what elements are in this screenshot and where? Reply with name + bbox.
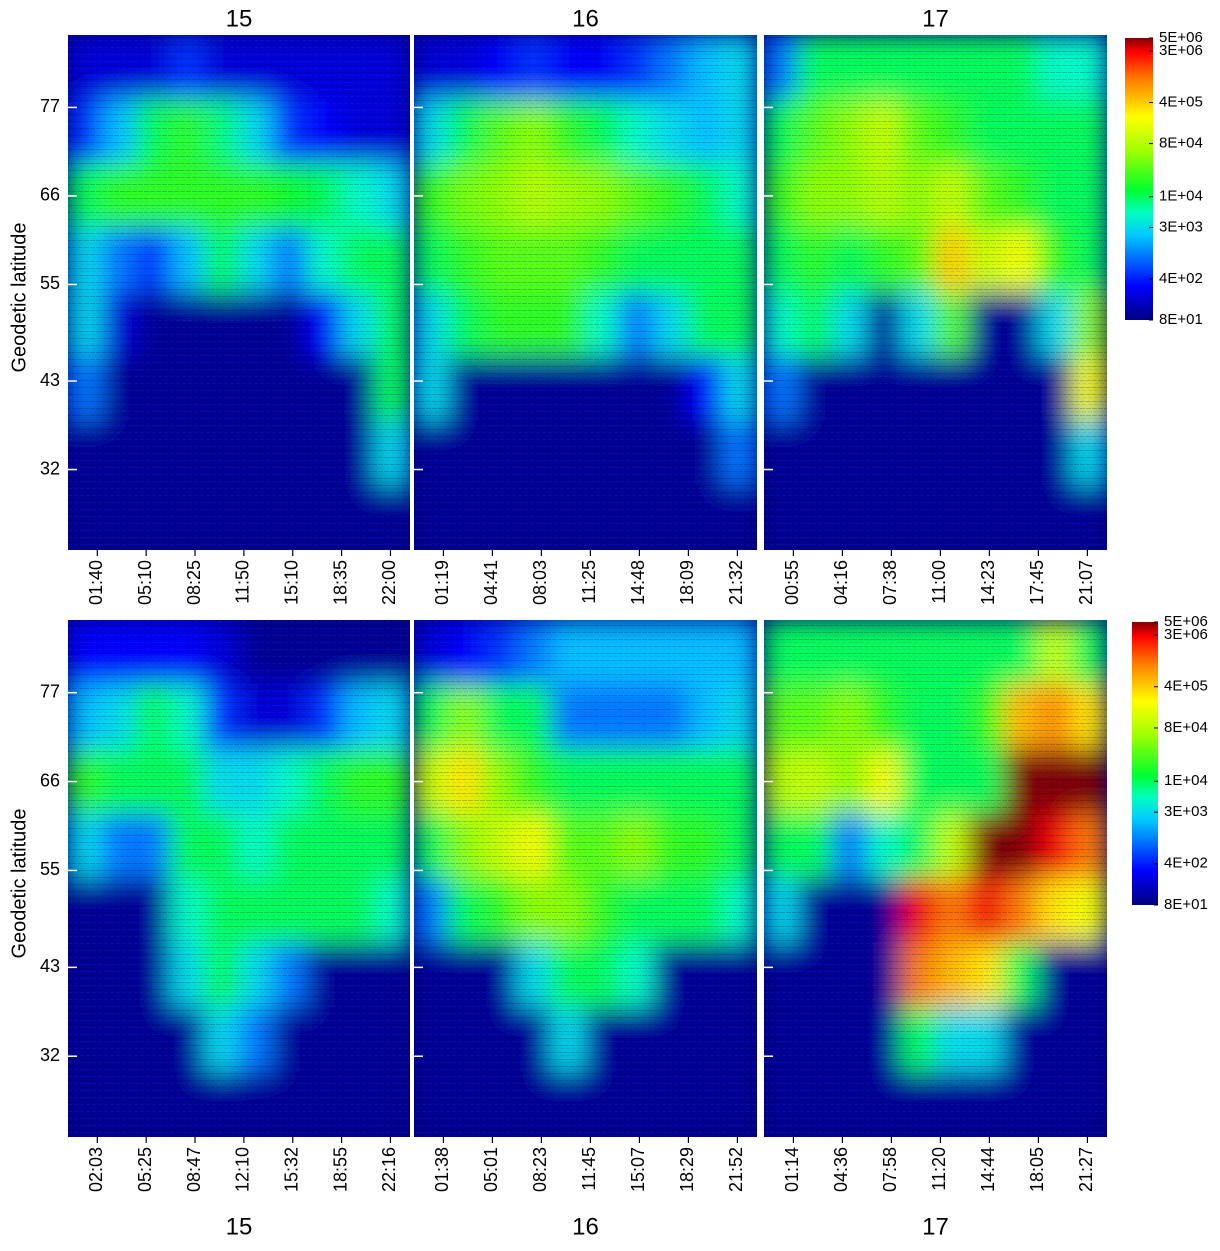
panel-title: 16: [572, 5, 599, 32]
x-tick-label: 18:35: [330, 560, 350, 605]
x-tick-label: 15:10: [281, 560, 301, 605]
x-tick-label: 04:36: [831, 1147, 851, 1192]
x-tick-label: 00:55: [782, 560, 802, 605]
y-tick-label: 32: [40, 458, 60, 478]
x-tick-label: 08:03: [530, 560, 550, 605]
panel-title: 16: [572, 1213, 599, 1240]
panel-title: 15: [226, 5, 253, 32]
y-axis-label: Geodetic latitude: [8, 222, 30, 372]
colorbar-label: 8E+01: [1164, 896, 1208, 913]
y-tick-label: 66: [40, 770, 60, 790]
x-tick-label: 04:41: [481, 560, 501, 605]
x-tick-label: 18:05: [1027, 1147, 1047, 1192]
x-tick-label: 14:48: [628, 560, 648, 605]
heatmap-cells: [68, 620, 410, 1137]
x-tick-label: 15:07: [628, 1147, 648, 1192]
x-tick-label: 11:45: [579, 1147, 599, 1191]
heatmap-cells: [764, 35, 1107, 550]
x-tick-label: 08:47: [184, 1147, 204, 1192]
x-tick-label: 12:10: [233, 1147, 253, 1192]
x-tick-label: 22:00: [379, 560, 399, 605]
colorbar-label: 5E+06: [1164, 613, 1208, 630]
x-tick-label: 08:23: [530, 1147, 550, 1192]
colorbar-label: 1E+04: [1164, 772, 1208, 789]
x-tick-label: 07:38: [880, 560, 900, 605]
y-tick-label: 32: [40, 1045, 60, 1065]
colorbar-label: 4E+05: [1159, 93, 1203, 110]
x-tick-label: 11:50: [233, 560, 253, 604]
x-tick-label: 21:52: [726, 1147, 746, 1192]
texture: [414, 620, 757, 1137]
colorbar-label: 3E+03: [1159, 218, 1203, 235]
y-tick-label: 43: [40, 956, 60, 976]
x-tick-label: 21:32: [726, 560, 746, 605]
x-tick-label: 11:20: [929, 1147, 949, 1191]
texture: [414, 35, 757, 550]
colorbar-label: 3E+03: [1164, 803, 1208, 820]
x-tick-label: 17:45: [1027, 560, 1047, 605]
x-tick-label: 18:09: [677, 560, 697, 605]
panel-title: 17: [922, 5, 949, 32]
colorbar: [1125, 38, 1153, 320]
colorbar-label: 3E+06: [1164, 626, 1208, 643]
y-tick-label: 77: [40, 96, 60, 116]
y-tick-label: 77: [40, 681, 60, 701]
colorbar-label: 4E+02: [1159, 270, 1203, 287]
colorbar-label: 4E+05: [1164, 678, 1208, 695]
x-tick-label: 11:25: [579, 560, 599, 604]
panel-title: 15: [226, 1213, 253, 1240]
colorbar-label: 5E+06: [1159, 29, 1203, 46]
heatmap-cells: [414, 620, 757, 1137]
colorbar-label: 4E+02: [1164, 855, 1208, 872]
colorbar-label: 1E+04: [1159, 188, 1203, 205]
x-tick-label: 18:29: [677, 1147, 697, 1192]
x-tick-label: 21:27: [1076, 1147, 1096, 1192]
colorbar-label: 8E+04: [1164, 719, 1208, 736]
y-tick-label: 43: [40, 370, 60, 390]
x-tick-label: 01:14: [782, 1147, 802, 1192]
texture: [764, 35, 1107, 550]
x-tick-label: 18:55: [330, 1147, 350, 1192]
x-tick-label: 15:32: [281, 1147, 301, 1192]
panel-title: 17: [922, 1213, 949, 1240]
x-tick-label: 07:58: [880, 1147, 900, 1192]
y-tick-label: 66: [40, 185, 60, 205]
y-tick-label: 55: [40, 273, 60, 293]
x-tick-label: 22:16: [379, 1147, 399, 1192]
x-tick-label: 01:19: [432, 560, 452, 605]
heatmap-cells: [68, 35, 410, 550]
colorbar-label: 8E+04: [1159, 135, 1203, 152]
x-tick-label: 08:25: [184, 560, 204, 605]
colorbar: [1132, 622, 1158, 905]
x-tick-label: 11:00: [929, 560, 949, 604]
colorbar-label: 3E+06: [1159, 42, 1203, 59]
x-tick-label: 01:38: [432, 1147, 452, 1192]
y-axis-label: Geodetic latitude: [8, 808, 30, 958]
y-tick-label: 55: [40, 859, 60, 879]
texture: [68, 35, 410, 550]
x-tick-label: 05:01: [481, 1147, 501, 1192]
x-tick-label: 02:03: [86, 1147, 106, 1192]
x-tick-label: 05:10: [135, 560, 155, 605]
x-tick-label: 14:44: [978, 1147, 998, 1192]
x-tick-label: 14:23: [978, 560, 998, 605]
x-tick-label: 01:40: [86, 560, 106, 605]
texture: [68, 620, 410, 1137]
heatmap-cells: [414, 35, 757, 550]
heatmap-cells: [764, 620, 1107, 1137]
x-tick-label: 05:25: [135, 1147, 155, 1192]
x-tick-label: 04:16: [831, 560, 851, 605]
x-tick-label: 21:07: [1076, 560, 1096, 605]
colorbar-label: 8E+01: [1159, 311, 1203, 328]
texture: [764, 620, 1107, 1137]
